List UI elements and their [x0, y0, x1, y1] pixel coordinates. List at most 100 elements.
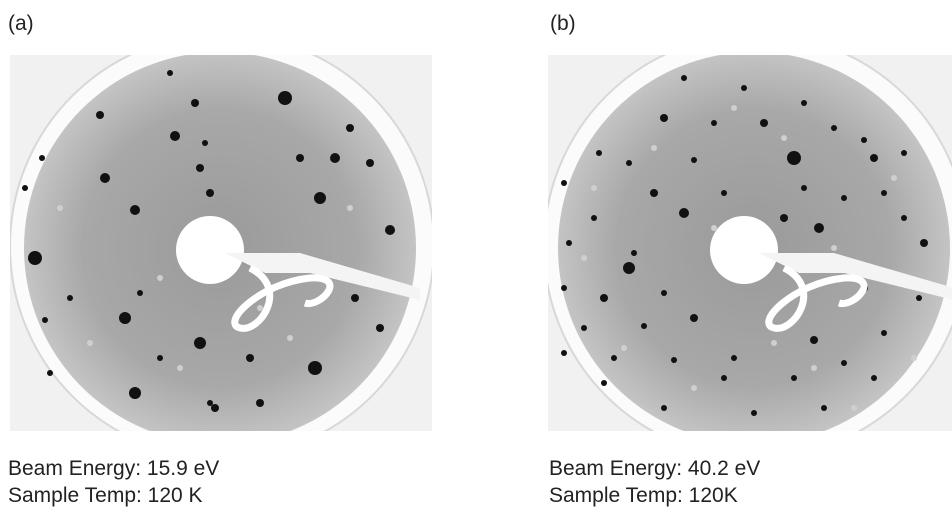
diffraction-spot: [881, 330, 887, 336]
diffraction-spot: [721, 190, 727, 196]
leed-image: [548, 55, 952, 431]
diffraction-spot: [157, 355, 163, 361]
diffraction-spot: [791, 375, 797, 381]
minor-spot: [781, 135, 787, 141]
minor-spot: [771, 340, 777, 346]
diffraction-spot: [920, 239, 928, 247]
diffraction-spot: [137, 290, 143, 296]
minor-spot: [831, 245, 837, 251]
diffraction-spot: [351, 294, 359, 302]
diffraction-spot: [308, 361, 322, 375]
caption-line: Sample Temp: 120K: [549, 484, 738, 507]
diffraction-spot: [346, 124, 354, 132]
diffraction-spot: [67, 295, 73, 301]
diffraction-spot: [42, 317, 48, 323]
diffraction-spot: [870, 154, 878, 162]
diffraction-spot: [871, 375, 877, 381]
minor-spot: [891, 175, 897, 181]
diffraction-spot: [376, 324, 384, 332]
minor-spot: [811, 365, 817, 371]
panel-label: (a): [8, 12, 34, 35]
diffraction-spot: [741, 85, 747, 91]
diffraction-spot: [611, 355, 617, 361]
diffraction-spot: [256, 399, 264, 407]
minor-spot: [347, 205, 353, 211]
diffraction-spot: [626, 160, 632, 166]
diffraction-spot: [600, 294, 608, 302]
diffraction-spot: [810, 336, 818, 344]
diffraction-spot: [841, 195, 847, 201]
diffraction-spot: [881, 190, 887, 196]
diffraction-spot: [211, 404, 219, 412]
diffraction-spot: [330, 153, 340, 163]
leed-image: [10, 55, 432, 431]
diffraction-spot: [661, 290, 667, 296]
diffraction-spot: [202, 140, 208, 146]
diffraction-spot: [278, 91, 292, 105]
diffraction-spot: [566, 240, 572, 246]
diffraction-spot: [22, 185, 28, 191]
diffraction-spot: [170, 131, 180, 141]
diffraction-spot: [631, 250, 637, 256]
diffraction-spot: [780, 214, 788, 222]
minor-spot: [691, 385, 697, 391]
diffraction-spot: [561, 180, 567, 186]
diffraction-spot: [96, 111, 104, 119]
diffraction-spot: [641, 323, 647, 329]
diffraction-spot: [207, 400, 213, 406]
minor-spot: [157, 275, 163, 281]
minor-spot: [731, 105, 737, 111]
caption-line: Beam Energy: 40.2 eV: [549, 457, 760, 480]
gun-support: [759, 253, 952, 300]
diffraction-spot: [821, 405, 827, 411]
minor-spot: [651, 145, 657, 151]
minor-spot: [911, 355, 917, 361]
diffraction-spot: [681, 75, 687, 81]
diffraction-spot: [47, 370, 53, 376]
diffraction-spot: [814, 223, 824, 233]
minor-spot: [581, 255, 587, 261]
diffraction-spot: [901, 150, 907, 156]
diffraction-spot: [246, 354, 254, 362]
minor-spot: [591, 185, 597, 191]
diffraction-spot: [39, 155, 45, 161]
minor-spot: [621, 345, 627, 351]
diffraction-spot: [751, 410, 757, 416]
diffraction-spot: [787, 151, 801, 165]
diffraction-spot: [100, 173, 110, 183]
caption-line: Beam Energy: 15.9 eV: [8, 457, 219, 480]
diffraction-spot: [623, 262, 635, 274]
minor-spot: [711, 225, 717, 231]
diffraction-spot: [831, 125, 837, 131]
diffraction-spot: [661, 405, 667, 411]
diffraction-spot: [28, 251, 42, 265]
diffraction-spot: [801, 185, 807, 191]
diffraction-spot: [760, 119, 768, 127]
diffraction-spot: [691, 157, 697, 163]
diffraction-spot: [119, 312, 131, 324]
diffraction-spot: [711, 120, 717, 126]
minor-spot: [851, 405, 857, 411]
diffraction-spot: [591, 215, 597, 221]
diffraction-spot: [861, 137, 867, 143]
minor-spot: [57, 205, 63, 211]
diffraction-spot: [296, 154, 304, 162]
diffraction-spot: [561, 350, 567, 356]
diffraction-spot: [601, 380, 607, 386]
diffraction-spot: [314, 192, 326, 204]
minor-spot: [87, 340, 93, 346]
diffraction-spot: [191, 99, 199, 107]
diffraction-spot: [801, 100, 807, 106]
diffraction-spot: [196, 164, 204, 172]
diffraction-spot: [130, 205, 140, 215]
minor-spot: [177, 365, 183, 371]
diffraction-spot: [385, 225, 395, 235]
diffraction-spot: [129, 387, 141, 399]
diffraction-spot: [581, 325, 587, 331]
diffraction-spot: [194, 337, 206, 349]
diffraction-spot: [901, 215, 907, 221]
diffraction-spot: [167, 70, 173, 76]
diffraction-spot: [660, 114, 668, 122]
caption-line: Sample Temp: 120 K: [8, 484, 203, 507]
